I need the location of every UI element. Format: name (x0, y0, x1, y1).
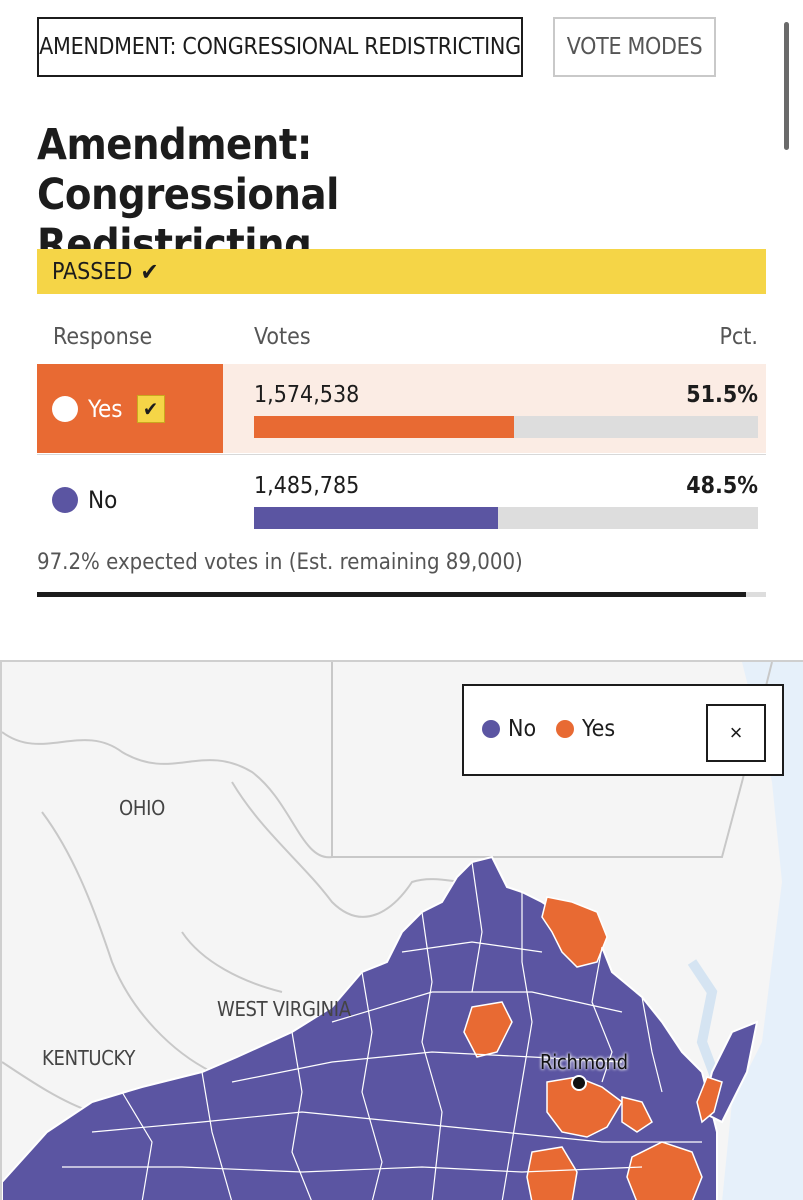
status-badge: PASSED ✔ (37, 249, 766, 294)
check-icon: ✔ (140, 257, 159, 286)
tab-amendment[interactable]: AMENDMENT: CONGRESSIONAL REDISTRICTING (37, 17, 523, 77)
vote-bar-no (254, 507, 758, 529)
expected-votes-text: 97.2% expected votes in (Est. remaining … (37, 550, 523, 575)
response-label-yes: Yes (88, 394, 123, 423)
vote-bar-fill-no (254, 507, 499, 529)
legend-label-yes: Yes (582, 716, 616, 742)
map-label-ohio: OHIO (119, 796, 165, 820)
scrollbar[interactable] (784, 22, 789, 150)
page-title: Amendment: Congressional Redistricting (37, 120, 339, 270)
winner-check-icon: ✔ (136, 394, 165, 423)
map-label-west-virginia: WEST VIRGINIA (217, 997, 351, 1021)
reporting-progress-fill (37, 592, 746, 597)
vote-bar-fill-yes (254, 416, 514, 438)
results-table-header: Response Votes Pct. (37, 318, 766, 358)
status-label: PASSED (52, 258, 133, 285)
response-cell-no: No (37, 455, 223, 544)
response-cell-yes: Yes ✔ (37, 364, 223, 453)
votes-yes: 1,574,538 (254, 382, 360, 408)
reporting-progress (37, 592, 766, 597)
response-label-no: No (88, 485, 118, 514)
legend-yes-dot-icon (556, 720, 574, 738)
table-row-yes: Yes ✔ 1,574,538 51.5% (37, 364, 766, 453)
legend-label-no: No (508, 716, 537, 742)
legend-item-no: No (482, 716, 536, 742)
table-row-no: No 1,485,785 48.5% (37, 454, 766, 543)
votes-no: 1,485,785 (254, 473, 360, 499)
map-legend: No Yes × (462, 684, 784, 776)
county-map[interactable]: OHIO WEST VIRGINIA KENTUCKY Richmond No … (0, 660, 803, 1200)
pct-no: 48.5% (686, 473, 758, 499)
tab-bar: AMENDMENT: CONGRESSIONAL REDISTRICTING V… (37, 17, 766, 77)
header-pct: Pct. (719, 324, 758, 350)
header-response: Response (53, 324, 153, 350)
no-dot-icon (52, 486, 78, 513)
pct-yes: 51.5% (686, 382, 758, 408)
close-icon[interactable]: × (706, 704, 766, 762)
yes-dot-icon (52, 395, 78, 422)
vote-bar-yes (254, 416, 758, 438)
legend-no-dot-icon (482, 720, 500, 738)
tab-vote-modes[interactable]: VOTE MODES (553, 17, 716, 77)
map-label-richmond: Richmond (540, 1050, 628, 1074)
map-label-kentucky: KENTUCKY (42, 1046, 136, 1070)
header-votes: Votes (254, 324, 311, 350)
legend-item-yes: Yes (556, 716, 615, 742)
